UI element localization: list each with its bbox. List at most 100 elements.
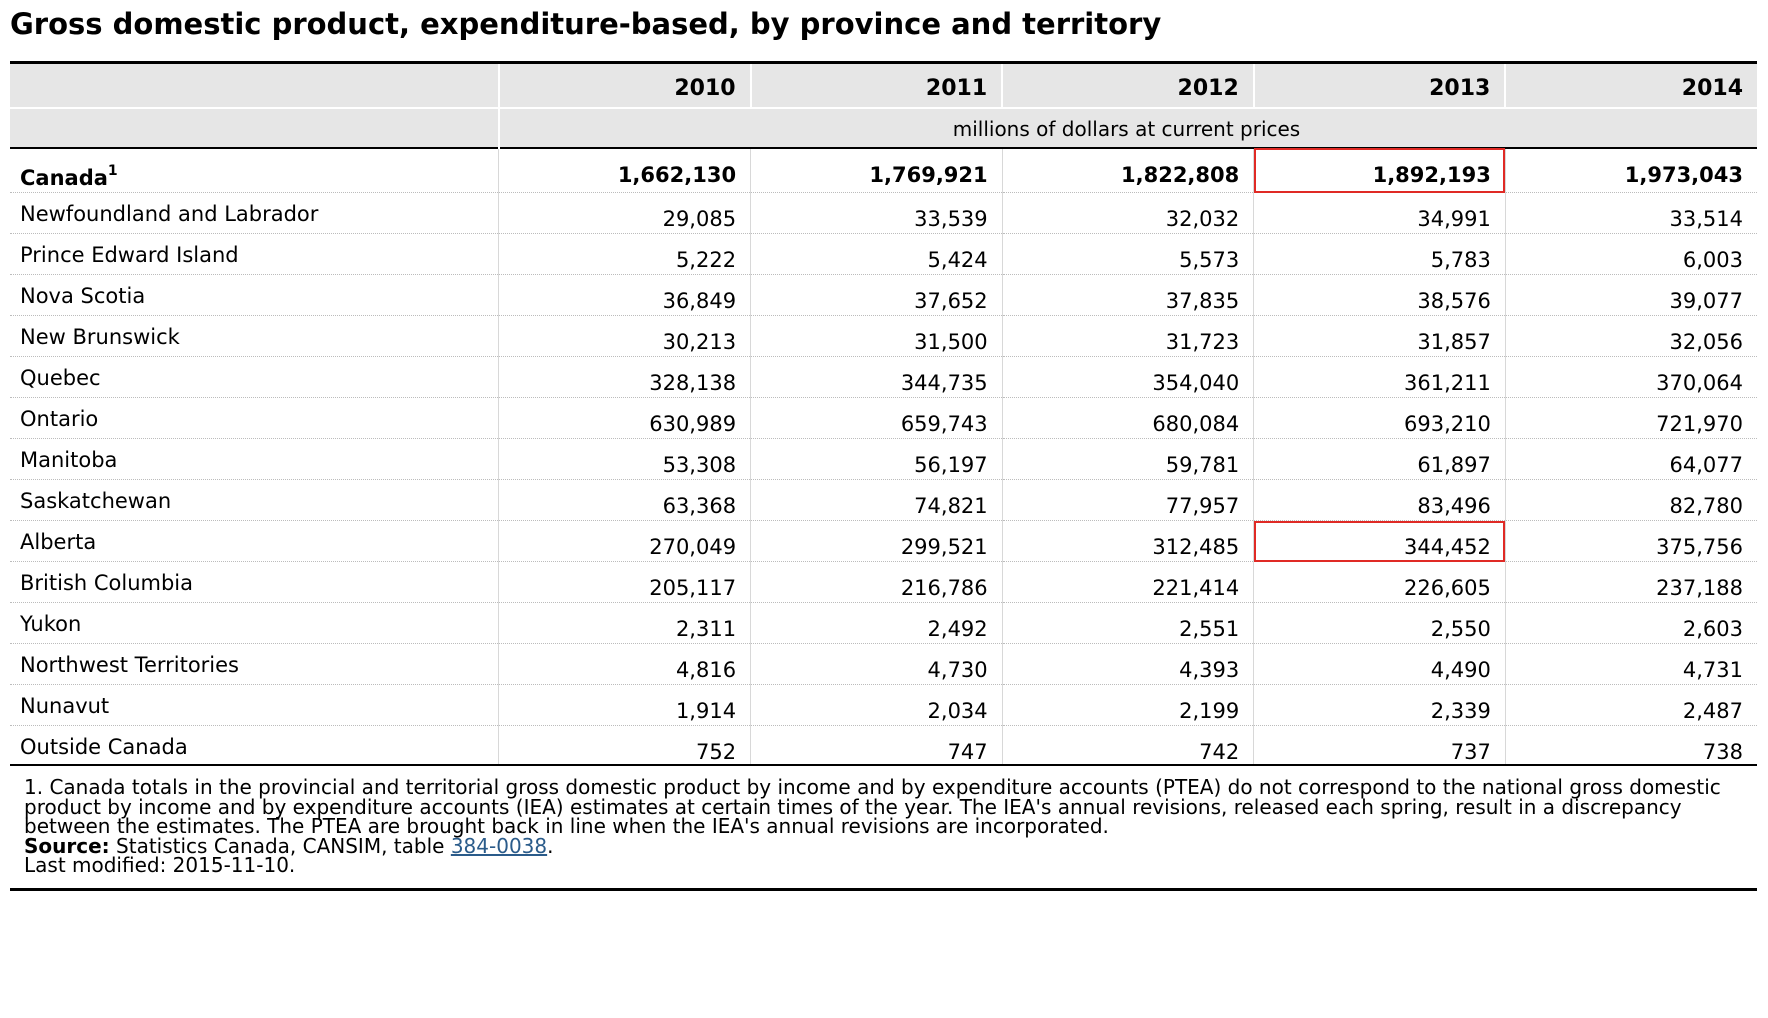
table-cell: 299,521 [751,521,1003,562]
table-cell: 33,514 [1505,193,1757,234]
row-label-text: Canada [20,166,108,190]
table-cell: 693,210 [1254,398,1506,439]
table-cell: 721,970 [1505,398,1757,439]
table-cell: 6,003 [1505,234,1757,275]
highlighted-cell: 1,892,193 [1254,148,1506,193]
table-row: Nova Scotia 36,849 37,652 37,835 38,576 … [10,275,1757,316]
table-row: British Columbia 205,117 216,786 221,414… [10,562,1757,603]
table-cell: 53,308 [499,439,751,480]
table-cell: 1,914 [499,685,751,726]
table-cell: 77,957 [1002,480,1254,521]
table-row: Manitoba 53,308 56,197 59,781 61,897 64,… [10,439,1757,480]
table-cell: 2,487 [1505,685,1757,726]
page-title: Gross domestic product, expenditure-base… [10,6,1161,42]
table-cell: 361,211 [1254,357,1506,398]
table-cell: 59,781 [1002,439,1254,480]
last-modified: Last modified: 2015-11-10. [24,856,1747,876]
table-cell: 216,786 [751,562,1003,603]
table-cell: 354,040 [1002,357,1254,398]
units-header-row: millions of dollars at current prices [10,108,1757,148]
table-cell: 2,199 [1002,685,1254,726]
table-footer: 1. Canada totals in the provincial and t… [10,764,1757,891]
table-cell: 370,064 [1505,357,1757,398]
table-cell: 742 [1002,726,1254,766]
table-cell: 752 [499,726,751,766]
row-label: British Columbia [10,562,499,603]
table-cell: 737 [1254,726,1506,766]
table-cell: 2,550 [1254,603,1506,644]
table-cell: 344,735 [751,357,1003,398]
table-cell: 31,500 [751,316,1003,357]
table-cell: 38,576 [1254,275,1506,316]
table-cell: 30,213 [499,316,751,357]
table-cell: 4,393 [1002,644,1254,685]
row-label: New Brunswick [10,316,499,357]
table-cell: 5,424 [751,234,1003,275]
table-cell: 270,049 [499,521,751,562]
row-label: Newfoundland and Labrador [10,193,499,234]
table-cell: 221,414 [1002,562,1254,603]
row-label: Outside Canada [10,726,499,766]
table-cell: 83,496 [1254,480,1506,521]
table-cell: 82,780 [1505,480,1757,521]
table-cell: 64,077 [1505,439,1757,480]
row-label: Northwest Territories [10,644,499,685]
table-cell: 32,032 [1002,193,1254,234]
units-label: millions of dollars at current prices [499,108,1757,148]
table-cell: 375,756 [1505,521,1757,562]
table-cell: 29,085 [499,193,751,234]
table-row: Ontario 630,989 659,743 680,084 693,210 … [10,398,1757,439]
table-cell: 2,603 [1505,603,1757,644]
gdp-table: 2010 2011 2012 2013 2014 millions of dol… [10,61,1757,766]
table-row: Quebec 328,138 344,735 354,040 361,211 3… [10,357,1757,398]
table-cell: 1,662,130 [499,148,751,193]
table-cell: 630,989 [499,398,751,439]
row-label: Nova Scotia [10,275,499,316]
row-label: Manitoba [10,439,499,480]
table-cell: 328,138 [499,357,751,398]
table-cell: 31,723 [1002,316,1254,357]
year-header: 2013 [1254,63,1506,108]
table-cell: 2,551 [1002,603,1254,644]
table-cell: 31,857 [1254,316,1506,357]
table-cell: 2,492 [751,603,1003,644]
table-row: Nunavut 1,914 2,034 2,199 2,339 2,487 [10,685,1757,726]
year-header: 2014 [1505,63,1757,108]
page: Gross domestic product, expenditure-base… [0,0,1768,1018]
source-end: . [547,834,553,858]
row-label: Yukon [10,603,499,644]
table-cell: 56,197 [751,439,1003,480]
row-label: Ontario [10,398,499,439]
table-cell: 4,730 [751,644,1003,685]
table-cell: 5,222 [499,234,751,275]
table-row: Saskatchewan 63,368 74,821 77,957 83,496… [10,480,1757,521]
table-cell: 1,973,043 [1505,148,1757,193]
row-label: Prince Edward Island [10,234,499,275]
footnote-mark[interactable]: 1 [108,163,118,179]
table-cell: 74,821 [751,480,1003,521]
table-cell: 5,573 [1002,234,1254,275]
year-header-row: 2010 2011 2012 2013 2014 [10,63,1757,108]
year-header: 2011 [751,63,1003,108]
table-cell: 1,769,921 [751,148,1003,193]
table-row: Newfoundland and Labrador 29,085 33,539 … [10,193,1757,234]
units-corner [10,108,499,148]
row-label-canada: Canada1 [10,148,499,193]
table-cell: 32,056 [1505,316,1757,357]
row-label: Nunavut [10,685,499,726]
cansim-table-link[interactable]: 384-0038 [451,834,547,858]
table-cell: 5,783 [1254,234,1506,275]
table-cell: 1,822,808 [1002,148,1254,193]
table-cell: 312,485 [1002,521,1254,562]
table-cell: 4,816 [499,644,751,685]
table-cell: 2,311 [499,603,751,644]
header-corner [10,63,499,108]
table-cell: 680,084 [1002,398,1254,439]
table-cell: 659,743 [751,398,1003,439]
table-cell: 39,077 [1505,275,1757,316]
table-cell: 36,849 [499,275,751,316]
year-header: 2012 [1002,63,1254,108]
table-cell: 4,490 [1254,644,1506,685]
table-row: Outside Canada 752 747 742 737 738 [10,726,1757,766]
table-row: Yukon 2,311 2,492 2,551 2,550 2,603 [10,603,1757,644]
